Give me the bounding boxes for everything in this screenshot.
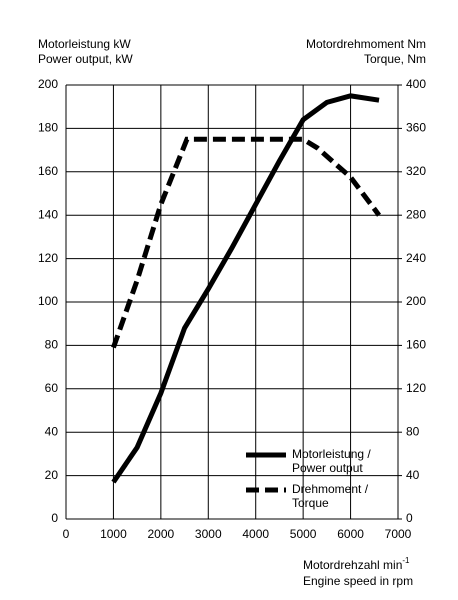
- y-tick-label: 20: [45, 468, 59, 482]
- y-tick-label: 100: [38, 294, 58, 308]
- x-tick-label: 5000: [290, 527, 317, 541]
- y2-tick-label: 200: [406, 294, 426, 308]
- x-tick-label: 1000: [100, 527, 127, 541]
- y2-tick-label: 360: [406, 121, 426, 135]
- x-axis-title-main: Motordrehzahl min: [303, 558, 402, 572]
- y-tick-label: 160: [38, 164, 58, 178]
- x-tick-label: 0: [63, 527, 70, 541]
- y-axis-title: Power output, kW: [38, 52, 133, 66]
- y-axis-title: Motorleistung kW: [38, 37, 131, 51]
- y2-tick-label: 80: [406, 424, 420, 438]
- y2-tick-label: 0: [406, 511, 413, 525]
- y-tick-label: 60: [45, 381, 59, 395]
- x-axis-title: Engine speed in rpm: [303, 574, 413, 588]
- y2-tick-label: 40: [406, 468, 420, 482]
- y-tick-label: 120: [38, 251, 58, 265]
- x-axis-title-sup: -1: [402, 556, 410, 565]
- legend-entry: Drehmoment / Torque: [292, 482, 369, 510]
- x-axis-title: Motordrehzahl min-1: [303, 556, 410, 572]
- y2-axis-title: Torque, Nm: [364, 52, 426, 66]
- y2-tick-label: 400: [406, 77, 426, 91]
- y-tick-label: 200: [38, 77, 58, 91]
- y2-tick-label: 160: [406, 338, 426, 352]
- y-tick-label: 40: [45, 424, 59, 438]
- y2-axis-title: Motordrehmoment Nm: [306, 37, 426, 51]
- x-tick-label: 4000: [242, 527, 269, 541]
- series-line: [111, 136, 382, 349]
- legend-entry: Motorleistung / Power output: [292, 447, 371, 475]
- x-tick-label: 7000: [385, 527, 412, 541]
- y-tick-label: 80: [45, 338, 59, 352]
- x-tick-label: 6000: [337, 527, 364, 541]
- y2-tick-label: 320: [406, 164, 426, 178]
- y-tick-label: 0: [51, 511, 58, 525]
- y2-tick-label: 240: [406, 251, 426, 265]
- y2-tick-label: 280: [406, 207, 426, 221]
- y-tick-label: 140: [38, 207, 58, 221]
- x-tick-label: 3000: [195, 527, 222, 541]
- x-tick-label: 2000: [148, 527, 175, 541]
- y-tick-label: 180: [38, 121, 58, 135]
- series-line: [111, 93, 380, 484]
- y2-tick-label: 120: [406, 381, 426, 395]
